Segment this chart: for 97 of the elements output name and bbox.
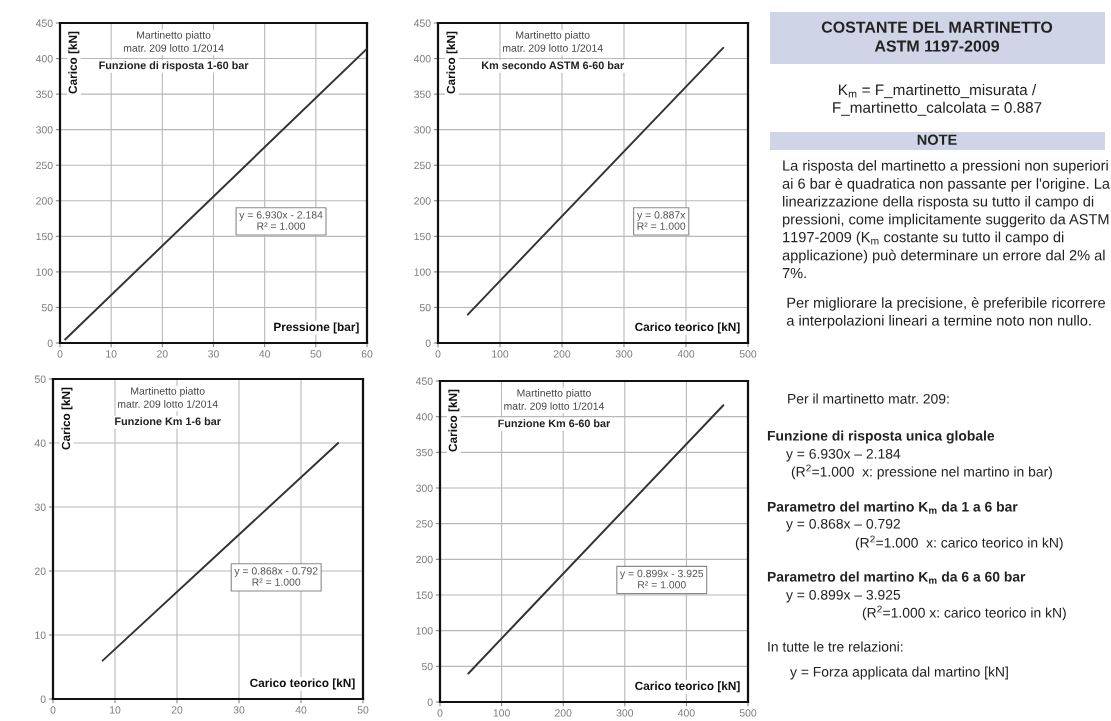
y-axis-title: Carico [kN] <box>446 31 458 94</box>
text: (R$^{2}$=1.000 x: carico teorico in kN) <box>862 605 1066 621</box>
y-tick-label: 200 <box>414 197 431 205</box>
text: Martinetto piatto matr. 209 lotto 1/2014 <box>504 389 605 410</box>
y-axis-title: Carico [kN] <box>448 389 460 452</box>
annotation: y = 6.930x - 2.184 R² = 1.000 <box>239 211 323 230</box>
x-tick-label: 60 <box>361 350 373 358</box>
y-tick-label: 250 <box>416 520 433 528</box>
x-tick-label: 200 <box>555 709 572 717</box>
y-tick-label: 450 <box>415 377 433 385</box>
y-tick-label: 50 <box>421 662 433 671</box>
x-tick-label: 50 <box>310 350 322 358</box>
x-tick-label: 30 <box>233 706 245 714</box>
text: La risposta del martinetto a pressioni non superiori ai 6 bar è quadratica non passante per l'origine. La linearizzazione della risposta su tutto il campo di pressioni, come implicitamente suggerito da ASTM 1197-2009 (K$_{m}$ costante su tutto il campo di applicazione) può determinare un errore dal 2% al 7%. <box>782 160 1110 279</box>
y-axis-title: Carico [kN] <box>68 31 80 94</box>
x-tick-label: 20 <box>157 350 168 358</box>
x-axis-title: Carico teorico [kN] <box>250 678 355 690</box>
x-tick-label: 50 <box>357 706 369 714</box>
y-tick-label: 100 <box>414 268 431 276</box>
x-axis-title: Carico teorico [kN] <box>635 322 740 334</box>
text: NOTE <box>917 134 957 145</box>
text: Km secondo ASTM 6-60 bar <box>482 61 624 70</box>
y-tick-label: 300 <box>36 126 53 134</box>
y-tick-label: 20 <box>34 567 46 575</box>
text: Funzione Km 6-60 bar <box>498 419 611 428</box>
y-tick-label: 400 <box>413 55 431 63</box>
y-tick-label: 0 <box>425 339 431 347</box>
y-tick-label: 0 <box>47 339 53 347</box>
y-tick-label: 400 <box>415 413 433 421</box>
y-tick-label: 200 <box>416 555 433 564</box>
text: Per migliorare la precisione, è preferibile ricorrere a interpolazioni lineari a termine noto non nullo. <box>786 297 1106 329</box>
y-tick-label: 150 <box>416 591 433 599</box>
x-tick-label: 0 <box>437 709 443 717</box>
text: K$_{m}$ = F_martinetto_misurata / F_martinetto_calcolata = 0.887 <box>833 84 1042 116</box>
x-tick-label: 500 <box>739 350 757 358</box>
x-tick-label: 100 <box>493 709 510 717</box>
y-tick-label: 30 <box>34 503 46 511</box>
x-tick-label: 10 <box>110 706 121 714</box>
y-tick-label: 150 <box>414 232 431 241</box>
x-tick-label: 100 <box>492 350 509 358</box>
x-tick-label: 300 <box>616 709 634 717</box>
y-tick-label: 0 <box>40 695 46 703</box>
y-tick-label: 150 <box>36 232 53 241</box>
text: In tutte le tre relazioni: <box>768 641 903 652</box>
y-tick-label: 10 <box>35 631 46 639</box>
y-tick-label: 350 <box>414 90 431 98</box>
y-tick-label: 400 <box>35 55 53 63</box>
text: (R$^{2}$=1.000 x: carico teorico in kN) <box>855 535 1063 551</box>
y-tick-label: 40 <box>34 439 46 447</box>
text: Parametro del martino K$_{m}$ da 1 a 6 bar <box>767 501 1018 514</box>
text: Martinetto piatto matr. 209 lotto 1/2014 <box>503 31 603 52</box>
x-tick-label: 200 <box>553 350 571 358</box>
y-tick-label: 200 <box>36 197 53 205</box>
text: Per il martinetto matr. 209: <box>788 393 949 404</box>
x-tick-label: 10 <box>106 350 117 358</box>
text: Martinetto piatto matr. 209 lotto 1/2014 <box>123 31 224 52</box>
y-tick-label: 50 <box>41 303 53 312</box>
annotation: y = 0.887x R² = 1.000 <box>637 211 686 230</box>
y-tick-label: 50 <box>34 375 46 383</box>
y-tick-label: 450 <box>35 19 53 27</box>
x-tick-label: 20 <box>171 706 183 714</box>
y-tick-label: 50 <box>419 303 431 312</box>
x-axis-title: Carico teorico [kN] <box>635 681 740 693</box>
x-tick-label: 400 <box>677 709 695 717</box>
x-tick-label: 300 <box>615 350 633 358</box>
text: Parametro del martino K$_{m}$ da 6 a 60 bar <box>767 571 1026 584</box>
text: Funzione di risposta 1-60 bar <box>99 61 249 72</box>
annotation: y = 0.868x - 0.792 R² = 1.000 <box>234 567 318 586</box>
x-tick-label: 40 <box>259 350 271 358</box>
text: Funzione di risposta unica globale <box>767 430 995 444</box>
x-tick-label: 0 <box>435 350 441 358</box>
y-tick-label: 100 <box>416 627 433 635</box>
x-tick-label: 500 <box>739 709 757 717</box>
x-tick-label: 0 <box>57 350 63 358</box>
x-tick-label: 40 <box>295 706 307 714</box>
x-tick-label: 30 <box>208 350 219 358</box>
y-tick-label: 450 <box>413 19 431 27</box>
y-tick-label: 350 <box>416 448 433 457</box>
text: y = 6.930x – 2.184 <box>786 448 901 462</box>
y-tick-label: 350 <box>36 90 53 98</box>
x-axis-title: Pressione [bar] <box>274 322 359 334</box>
text: Martinetto piatto matr. 209 lotto 1/2014 <box>118 387 218 408</box>
y-tick-label: 250 <box>36 161 53 170</box>
y-tick-label: 0 <box>427 698 433 706</box>
text: y = 0.899x – 3.925 <box>786 589 901 603</box>
y-axis-title: Carico [kN] <box>61 387 73 450</box>
text: (R$^{2}$=1.000 x: pressione nel martino in bar) <box>791 464 1052 480</box>
x-tick-label: 400 <box>677 350 695 358</box>
text: y = 0.868x – 0.792 <box>786 518 900 532</box>
y-tick-label: 250 <box>414 161 431 170</box>
y-tick-label: 100 <box>36 268 53 276</box>
text: Funzione Km 1-6 bar <box>115 417 221 426</box>
y-tick-label: 300 <box>416 484 433 492</box>
y-tick-label: 300 <box>414 126 431 134</box>
text: y = Forza applicata dal martino [kN] <box>790 666 1008 680</box>
text: COSTANTE DEL MARTINETTO ASTM 1197-2009 <box>821 21 1053 52</box>
annotation: y = 0.899x - 3.925 R² = 1.000 <box>619 569 704 589</box>
